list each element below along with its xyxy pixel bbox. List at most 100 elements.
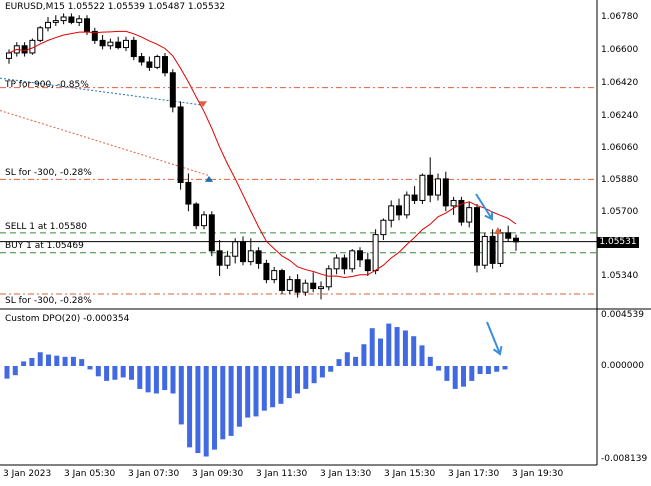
dpo-bar [378,338,383,366]
dpo-bar [129,366,134,380]
candle-bear [505,232,512,239]
candle-bear [99,39,106,47]
dpo-bar [402,330,408,366]
price-tick: 1.06780 [601,12,639,22]
dpo-bar [461,366,466,387]
candle-bear [364,259,371,272]
candle-bull [372,234,379,272]
candle-bear [255,250,262,264]
dpo-bar [386,323,392,366]
dpo-bar [328,366,334,372]
dpo-bar [485,366,491,375]
candle-bull [435,178,441,196]
time-tick: 3 Jan 2023 [3,469,52,479]
candle-bull [76,18,83,23]
trade-path-line [0,110,209,176]
dpo-bar [319,366,325,378]
dpo-bar [37,352,43,366]
time-tick: 3 Jan 09:30 [192,469,244,479]
dpo-bar [502,366,508,370]
price-tick: 1.06060 [601,143,639,153]
dpo-bar [162,366,168,391]
dpo-bar [452,366,458,389]
candle-bear [442,178,449,207]
candle-bull [37,27,44,41]
candle-bull [123,39,129,49]
dpo-bar [270,366,276,408]
dpo-bar [444,366,450,381]
candle-bear [216,250,223,266]
candle-bull [107,41,114,47]
candle-bull [6,52,12,59]
dpo-bar [46,354,51,366]
candle-bull [201,214,207,227]
candle-bear [279,270,285,291]
candle-bear [489,235,496,264]
dpo-bar [236,366,242,427]
annotation-arrow-indicator-head [492,345,503,356]
candle-bear [513,237,519,243]
candle-bull [419,174,426,201]
dpo-bar [54,355,60,366]
dpo-bar [436,366,442,371]
current-price-tag: 1.05531 [597,237,639,248]
candle-bear [474,207,480,266]
candle-bull [466,207,473,223]
dpo-bar [278,366,284,404]
candle-bull [497,232,504,264]
dpo-bar [153,366,159,394]
dpo-bar [212,366,217,450]
candle-bear [427,174,434,196]
candle-bear [130,39,137,58]
dpo-bar [311,366,317,384]
annotation-arrow-indicator [486,321,501,355]
dpo-bar [120,366,126,378]
dpo-bar [220,366,226,440]
candle-bull [481,235,488,266]
candle-bull [349,250,356,270]
dpo-bar [353,356,359,366]
dpo-bar [104,366,110,381]
candle-bear [177,106,184,183]
candle-bull [302,282,309,293]
buy-label: BUY 1 at 1.05469 [5,241,84,251]
candle-bull [232,241,239,257]
dpo-bar [87,366,93,370]
dpo-bar [178,366,184,425]
dpo-bar [286,366,292,399]
dpo-bar [203,366,209,457]
time-tick: 3 Jan 15:30 [384,469,436,479]
candle-bear [68,16,75,23]
candle-bull [450,199,457,207]
dpo-bar [394,327,400,366]
price-tick: 1.05700 [601,207,639,217]
candle-bull [247,250,254,263]
candle-bear [169,72,176,108]
dpo-bar [4,366,10,379]
price-tick: 1.05880 [601,175,639,185]
sell-label: SELL 1 at 1.05580 [5,222,87,232]
dpo-bar [245,366,251,418]
candle-bear [458,199,465,223]
dpo-bar [477,366,483,375]
candle-bear [138,56,145,63]
indicator-title: Custom DPO(20) -0.000354 [5,314,130,324]
dpo-bar [419,345,425,366]
candle-bull [318,286,324,290]
dpo-bar [21,361,27,366]
candle-bear [115,41,122,49]
candle-bear [91,30,98,41]
candle-bull [325,268,332,288]
dpo-bar [494,366,500,372]
symbol-info: EURUSD,M15 1.05522 1.05539 1.05487 1.055… [5,2,226,12]
sl-lower-label: SL for -300, -0.28% [5,296,92,306]
time-tick: 3 Jan 17:30 [448,469,500,479]
dpo-bar [253,366,259,417]
sl-upper-label: SL for -300, -0.28% [5,168,92,178]
dpo-bar [369,328,375,366]
time-tick: 3 Jan 19:30 [512,469,564,479]
dpo-bar [427,356,433,366]
candle-bull [271,270,278,281]
